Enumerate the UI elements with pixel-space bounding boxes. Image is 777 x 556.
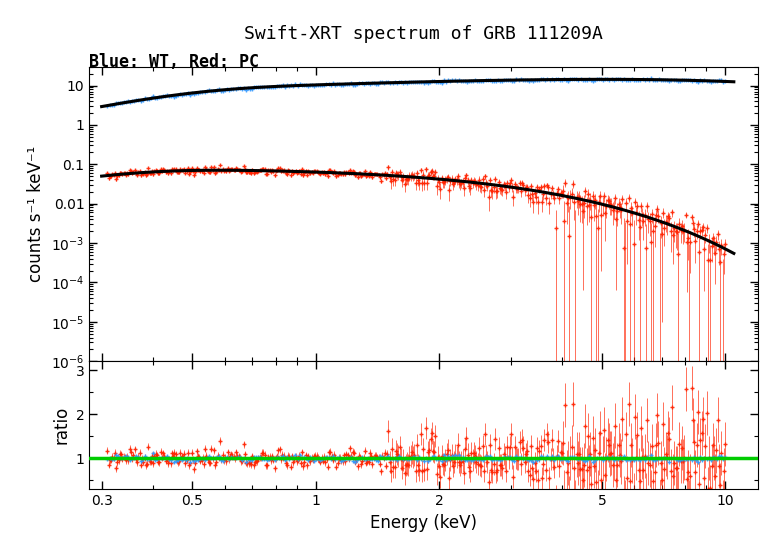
- Y-axis label: counts s⁻¹ keV⁻¹: counts s⁻¹ keV⁻¹: [27, 146, 45, 282]
- Y-axis label: ratio: ratio: [52, 406, 70, 444]
- X-axis label: Energy (keV): Energy (keV): [370, 514, 477, 532]
- Text: Swift-XRT spectrum of GRB 111209A: Swift-XRT spectrum of GRB 111209A: [244, 25, 603, 43]
- Text: Blue: WT, Red: PC: Blue: WT, Red: PC: [89, 53, 260, 71]
